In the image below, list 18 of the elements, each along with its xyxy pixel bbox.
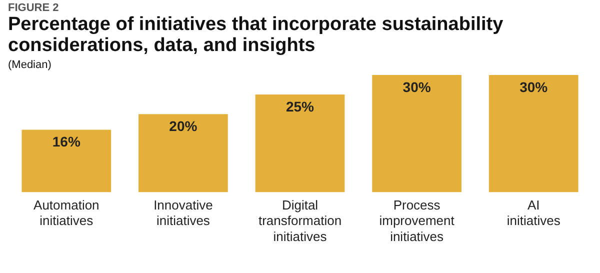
data-label: 30% [520,78,548,95]
bar [488,75,578,192]
data-label: 16% [52,134,81,150]
data-label: 25% [286,98,315,114]
x-tick-label: Digital transformation initiatives [258,198,342,244]
caption: FIGURE 2 [8,2,60,14]
x-tick-label: AI initiatives [506,198,561,228]
data-label: 20% [169,118,198,134]
x-tick-label: Automation initiatives [34,198,100,228]
x-tick-label: Innovative initiatives [154,198,213,228]
chart-subtitle: (Median) [8,59,52,71]
data-label: 30% [402,78,432,95]
bar [372,75,462,192]
chart-title: Percentage of initiatives that incorporate sustainability considerations, data, and insights [8,14,504,56]
bar [22,130,112,192]
bar [138,114,228,192]
x-tick-label: Process improvement initiatives [379,198,455,244]
bar [255,94,345,192]
